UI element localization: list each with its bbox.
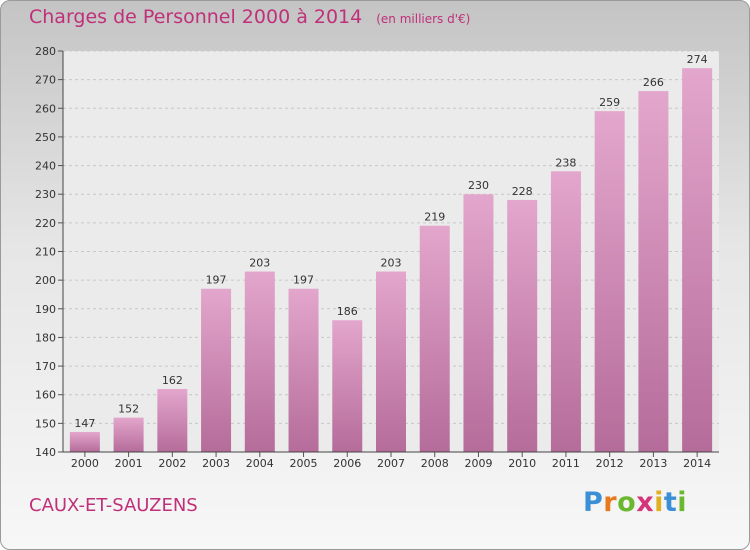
bar-value-label: 230 [468, 179, 489, 192]
y-tick-label: 260 [35, 102, 56, 115]
bar-value-label: 162 [162, 374, 183, 387]
bar [376, 271, 406, 452]
bar [682, 68, 713, 452]
bar [69, 431, 100, 452]
bar [157, 388, 188, 452]
x-tick-label: 2006 [333, 457, 361, 470]
logo-letter: t [663, 487, 678, 518]
y-tick-label: 200 [35, 274, 56, 287]
bar-value-label: 147 [74, 417, 95, 430]
bar [244, 271, 275, 452]
chart-title-text: Charges de Personnel 2000 à 2014 [29, 6, 363, 28]
chart-title: Charges de Personnel 2000 à 2014 (en mill… [29, 6, 470, 28]
bar [550, 171, 581, 453]
commune-name: CAUX-ET-SAUZENS [29, 495, 198, 516]
bar [638, 91, 669, 452]
bar [332, 320, 363, 452]
x-tick-label: 2010 [508, 457, 536, 470]
bar-value-label: 197 [293, 274, 314, 287]
logo-letter: P [583, 487, 604, 518]
bar-value-label: 238 [555, 156, 576, 169]
proxiti-logo: Proxiti [583, 487, 687, 518]
bar-value-label: 186 [337, 305, 358, 318]
x-tick-label: 2014 [683, 457, 711, 470]
y-tick-label: 270 [35, 74, 56, 87]
logo-letter: x [636, 487, 655, 518]
x-tick-label: 2012 [596, 457, 624, 470]
bar-value-label: 266 [643, 76, 664, 89]
x-tick-label: 2005 [290, 457, 318, 470]
axis-layer: 140 150 160 170 180 190 200 210 220 230 240 250 260 2… [35, 45, 719, 470]
bar-value-label: 152 [118, 403, 139, 416]
chart-subtitle: (en milliers d'€) [376, 12, 471, 26]
y-tick-label: 280 [35, 45, 56, 58]
y-tick-label: 240 [35, 160, 56, 173]
logo-letter: o [617, 487, 637, 518]
x-tick-label: 2009 [464, 457, 492, 470]
bar [594, 111, 625, 453]
y-tick-label: 190 [35, 303, 56, 316]
bar [463, 194, 494, 452]
logo-letter: i [654, 487, 664, 518]
y-tick-label: 230 [35, 188, 56, 201]
bar [419, 225, 450, 452]
y-tick-label: 210 [35, 246, 56, 259]
x-tick-label: 2002 [158, 457, 186, 470]
logo-letter: r [603, 487, 618, 518]
x-tick-label: 2003 [202, 457, 230, 470]
y-tick-label: 140 [35, 446, 56, 459]
x-tick-label: 2011 [552, 457, 580, 470]
bar [288, 288, 319, 452]
bar-layer: 147 152 162 197 203 197 186 203 219 230 228 238 259 2… [69, 53, 713, 453]
bar [507, 199, 538, 452]
x-tick-label: 2000 [71, 457, 99, 470]
x-tick-label: 2008 [421, 457, 449, 470]
y-tick-label: 250 [35, 131, 56, 144]
bar-value-label: 259 [599, 96, 620, 109]
y-tick-label: 160 [35, 389, 56, 402]
bar-value-label: 228 [512, 185, 533, 198]
bar [113, 417, 144, 452]
bar-value-label: 197 [206, 274, 227, 287]
x-tick-label: 2001 [115, 457, 143, 470]
x-tick-label: 2004 [246, 457, 274, 470]
y-tick-label: 150 [35, 417, 56, 430]
bar-value-label: 203 [381, 257, 402, 270]
bar-value-label: 274 [687, 53, 708, 66]
y-tick-label: 180 [35, 331, 56, 344]
bar-value-label: 219 [424, 211, 445, 224]
y-tick-label: 220 [35, 217, 56, 230]
logo-letter: i [677, 487, 688, 518]
bar [201, 288, 232, 452]
bar-value-label: 203 [249, 257, 270, 270]
x-tick-label: 2013 [639, 457, 667, 470]
x-tick-label: 2007 [377, 457, 405, 470]
y-tick-label: 170 [35, 360, 56, 373]
